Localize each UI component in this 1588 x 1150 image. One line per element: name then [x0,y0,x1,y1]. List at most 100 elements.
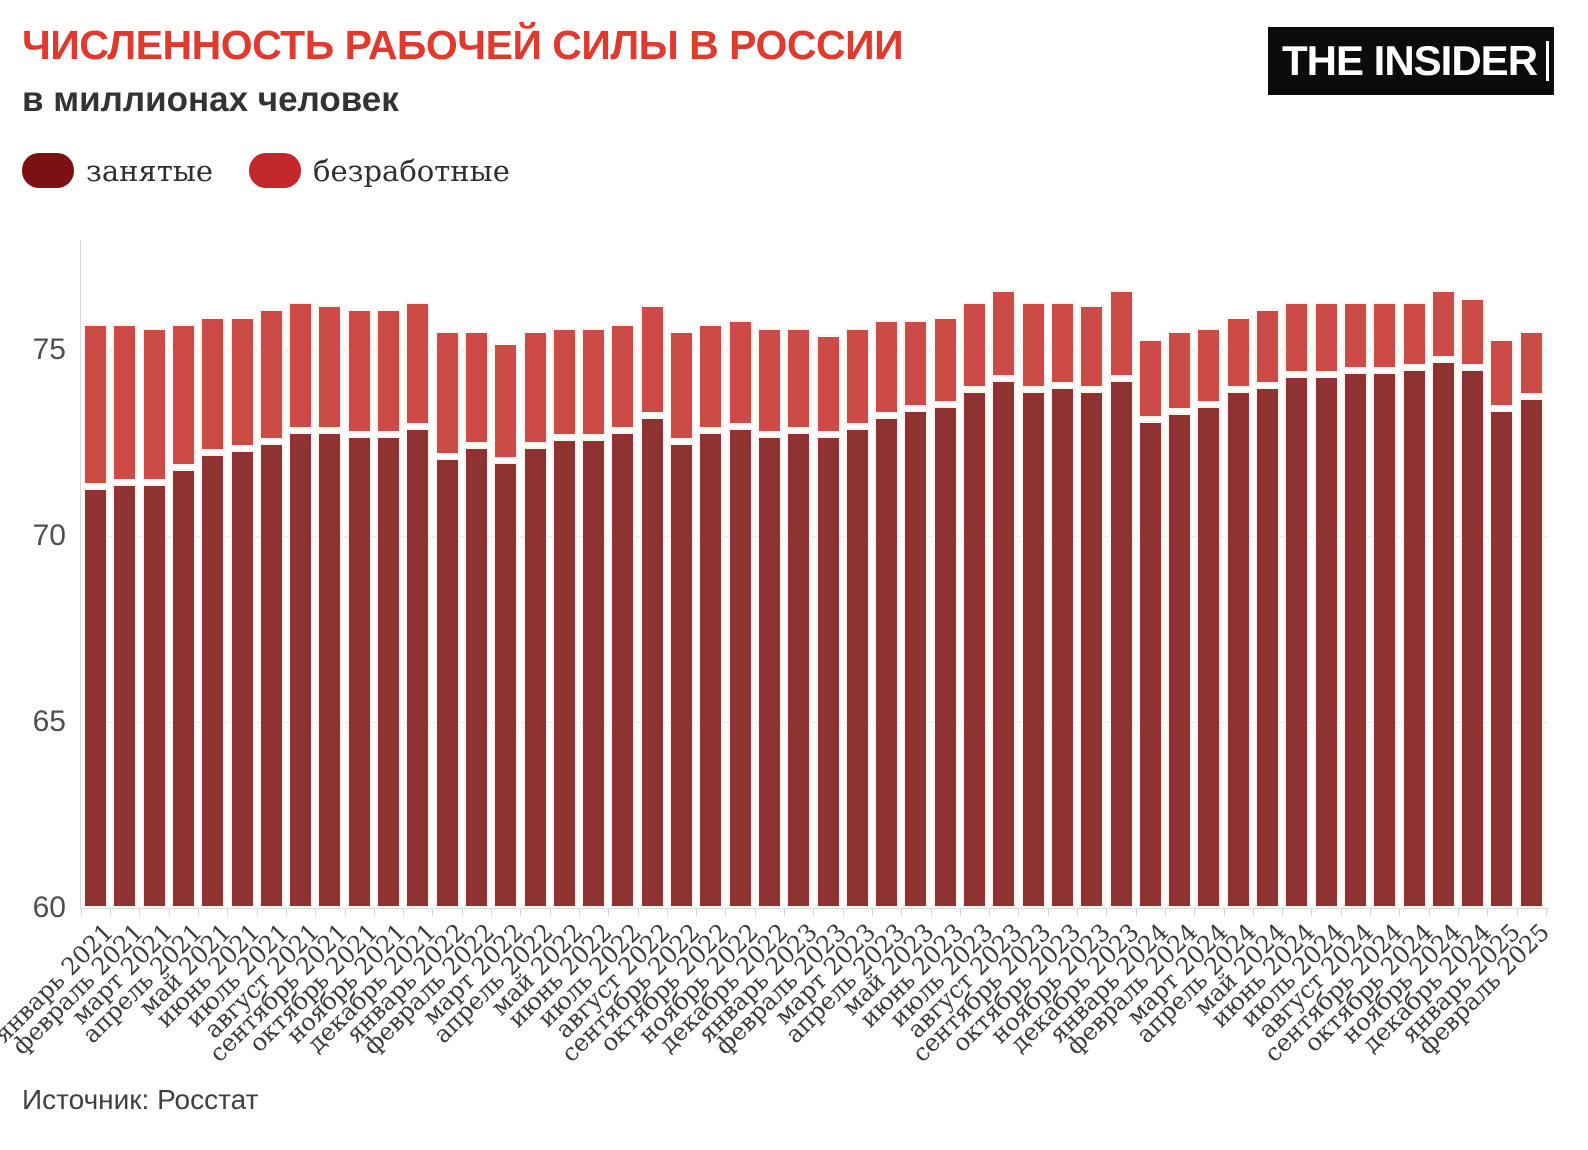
page-title: ЧИСЛЕННОСТЬ РАБОЧЕЙ СИЛЫ В РОССИИ [22,22,904,68]
x-axis-tick [871,908,873,916]
bar-employed-февраль 2024 [1167,413,1193,908]
x-axis-tick [754,908,756,916]
x-axis-tick [1311,908,1313,916]
bar-employed-декабрь 2023 [1108,379,1134,908]
bar-unemployed-сентябрь 2023 [1020,301,1046,388]
x-axis-tick [1457,908,1459,916]
x-axis-tick [842,908,844,916]
x-axis-tick [80,908,82,916]
bar-employed-апрель 2021 [170,469,196,908]
bar-employed-май 2024 [1255,387,1280,908]
bar-unemployed-декабрь 2024 [1460,297,1486,366]
y-grid-line-75 [80,350,1548,351]
x-axis-tick [1487,908,1489,916]
bar-employed-декабрь 2024 [1460,368,1486,908]
bar-employed-сентябрь 2023 [1020,390,1046,908]
bar-employed-январь 2021 [83,487,108,908]
bar-unemployed-апрель 2021 [170,323,196,467]
x-axis-tick [696,908,698,916]
bar-employed-февраль 2021 [112,483,138,908]
bar-unemployed-март 2021 [141,327,167,481]
bar-employed-сентябрь 2024 [1372,372,1398,908]
y-tick-label-65: 65 [32,705,66,738]
x-axis-tick [959,908,961,916]
bar-employed-октябрь 2021 [346,435,372,908]
x-axis-tick [989,908,991,916]
bar-unemployed-сентябрь 2021 [317,305,343,429]
y-axis-line [80,240,81,908]
x-axis-tick [901,908,903,916]
bar-unemployed-март 2023 [844,327,870,426]
bar-unemployed-март 2024 [1196,327,1222,403]
x-axis-tick [725,908,727,916]
bar-unemployed-февраль 2023 [815,335,841,433]
x-axis-tick [373,908,375,916]
bar-unemployed-январь 2024 [1137,338,1163,418]
y-tick-label-75: 75 [32,333,66,366]
bar-employed-июль 2022 [610,431,636,908]
x-axis-tick [344,908,346,916]
x-axis-tick [491,908,493,916]
legend-swatch-unemployed [249,153,302,188]
bar-employed-май 2022 [551,439,577,908]
bar-employed-август 2022 [639,416,665,908]
the-insider-logo: THE INSIDER [1268,27,1554,95]
bar-employed-декабрь 2021 [405,428,431,908]
y-grid-line-65 [80,722,1548,723]
bar-unemployed-декабрь 2022 [756,327,782,433]
bar-unemployed-апрель 2023 [874,320,900,414]
x-axis-tick [1135,908,1137,916]
bar-unemployed-май 2021 [200,316,226,452]
bar-unemployed-ноябрь 2023 [1079,305,1105,388]
bar-employed-сентябрь 2021 [317,431,343,908]
x-axis-tick [1252,908,1254,916]
bar-employed-июнь 2022 [581,439,607,908]
x-axis-tick [549,908,551,916]
bar-employed-ноябрь 2022 [727,428,753,908]
legend-label-employed: занятые [86,153,214,188]
x-axis-tick [110,908,112,916]
bar-employed-январь 2023 [786,431,812,908]
x-axis-tick [227,908,229,916]
legend: занятые безработные [22,153,532,188]
x-axis-tick [285,908,287,916]
bar-unemployed-август 2022 [639,305,665,414]
x-axis-tick [666,908,668,916]
bar-employed-апрель 2024 [1225,390,1251,908]
x-axis-tick [461,908,463,916]
bar-unemployed-июнь 2023 [932,316,958,403]
logo-text: THE INSIDER [1282,37,1538,84]
bar-employed-июль 2023 [962,390,987,908]
bar-unemployed-октябрь 2021 [346,309,372,433]
bar-unemployed-январь 2021 [83,323,108,485]
bar-unemployed-сентябрь 2024 [1372,301,1398,370]
bar-employed-октябрь 2022 [698,431,724,908]
x-axis-tick [315,908,317,916]
bar-unemployed-апрель 2022 [522,331,548,444]
bar-unemployed-январь 2022 [434,331,460,455]
bar-employed-июль 2021 [258,443,284,908]
x-axis-tick [1399,908,1401,916]
bar-employed-декабрь 2022 [756,435,782,908]
x-axis-tick [139,908,141,916]
bar-unemployed-ноябрь 2021 [376,309,401,433]
x-axis-tick [403,908,405,916]
x-axis-tick [1428,908,1430,916]
x-axis-tick [1223,908,1225,916]
bar-employed-март 2021 [141,483,167,908]
bar-unemployed-декабрь 2023 [1108,290,1134,377]
bar-employed-июнь 2024 [1284,376,1310,908]
bar-employed-апрель 2023 [874,416,900,908]
bar-unemployed-август 2023 [991,290,1017,377]
bar-employed-март 2022 [493,461,519,908]
bar-unemployed-февраль 2022 [463,331,489,444]
bar-employed-июнь 2023 [932,405,958,908]
bar-employed-октябрь 2023 [1049,387,1075,908]
bar-employed-февраль 2023 [815,435,841,908]
bar-employed-август 2024 [1342,372,1368,908]
bar-employed-ноябрь 2021 [376,435,401,908]
bar-employed-февраль 2022 [463,446,489,908]
x-axis-tick [784,908,786,916]
logo-cursor-bar [1546,41,1549,81]
